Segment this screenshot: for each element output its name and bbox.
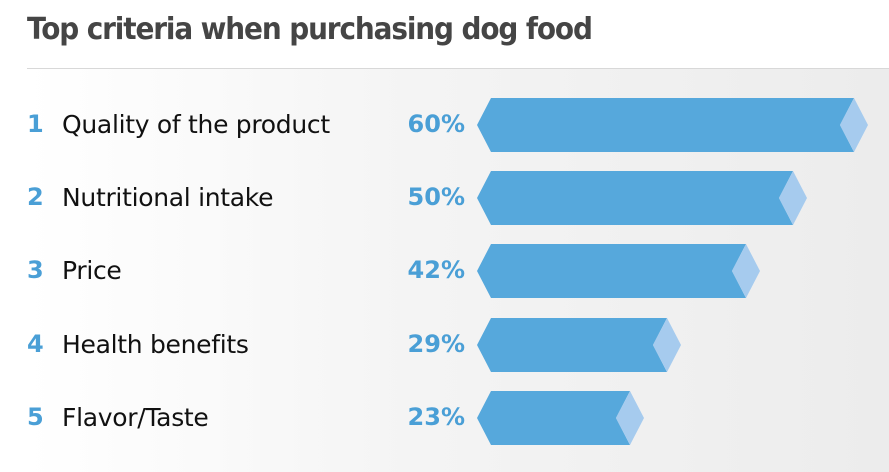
bar-row: 3 Price 42% <box>0 244 889 298</box>
bar-shape <box>477 98 868 152</box>
bar-shape <box>477 171 807 225</box>
bar-row: 4 Health benefits 29% <box>0 318 889 372</box>
criterion-label: Nutritional intake <box>62 183 274 212</box>
rank-number: 1 <box>27 110 44 138</box>
criterion-label: Health benefits <box>62 330 249 359</box>
percentage-value: 42% <box>407 256 465 284</box>
rank-number: 3 <box>27 256 44 284</box>
bar-shape <box>477 318 681 372</box>
bar-row: 5 Flavor/Taste 23% <box>0 391 889 445</box>
rank-number: 4 <box>27 330 44 358</box>
percentage-value: 29% <box>407 330 465 358</box>
criterion-label: Price <box>62 256 122 285</box>
percentage-value: 23% <box>407 403 465 431</box>
criterion-label: Quality of the product <box>62 110 330 139</box>
bar-shape <box>477 391 644 445</box>
rank-number: 5 <box>27 403 44 431</box>
rank-number: 2 <box>27 183 44 211</box>
percentage-value: 50% <box>407 183 465 211</box>
chart-title: Top criteria when purchasing dog food <box>27 12 593 47</box>
criterion-label: Flavor/Taste <box>62 403 209 432</box>
percentage-value: 60% <box>407 110 465 138</box>
bar-row: 1 Quality of the product 60% <box>0 98 889 152</box>
bar-row: 2 Nutritional intake 50% <box>0 171 889 225</box>
bar-shape <box>477 244 760 298</box>
